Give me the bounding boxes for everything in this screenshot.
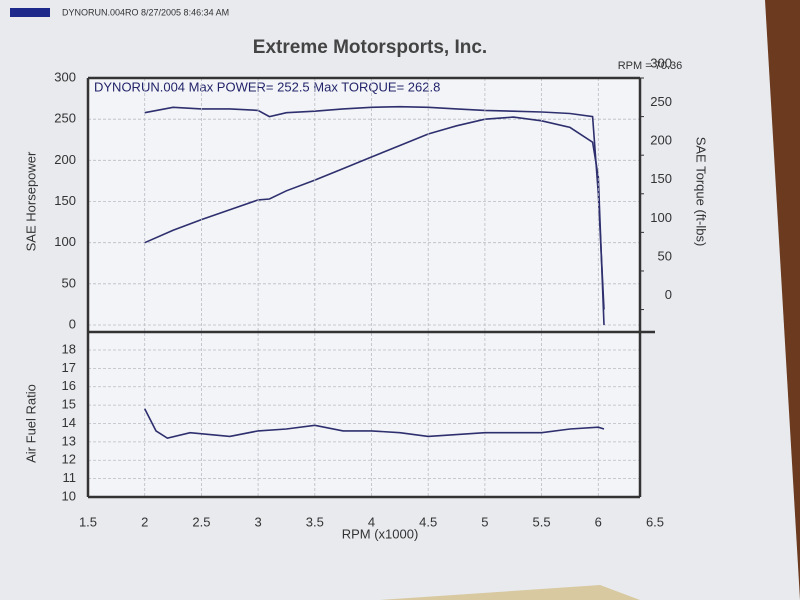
y2-tick-label: 200 [650,133,672,148]
y-tick-label: 18 [62,341,76,356]
x-tick-label: 4 [368,514,375,529]
y2-tick-label: 100 [650,210,672,225]
y-tick-label: 12 [62,452,76,467]
x-tick-label: 6 [595,514,602,529]
paper-corner [380,585,640,600]
x-tick-label: 3 [254,514,261,529]
series-line [144,116,605,326]
x-tick-label: 2.5 [192,514,210,529]
y-tick-label: 200 [54,152,76,167]
x-tick-label: 6.5 [646,514,664,529]
rpm-note: RPM = 70.36 [618,60,683,72]
y-tick-label: 150 [54,193,76,208]
y2-tick-label: 250 [650,94,672,109]
x-tick-label: 2 [141,514,148,529]
x-tick-label: 3.5 [306,514,324,529]
y-axis-label: Air Fuel Ratio [23,384,38,463]
x-tick-label: 1.5 [79,514,97,529]
run-summary: DYNORUN.004 Max POWER= 252.5 Max TORQUE=… [94,79,440,94]
y-tick-label: 0 [69,316,76,331]
color-swatch [10,8,50,17]
x-axis-label: RPM (x1000) [342,526,419,541]
y-tick-label: 50 [62,275,76,290]
y2-tick-label: 0 [665,287,672,302]
series-line [144,105,605,310]
y-tick-label: 250 [54,111,76,126]
y-tick-label: 15 [62,397,76,412]
y2-tick-label: 300 [650,55,672,70]
y-tick-label: 13 [62,433,76,448]
chart-title: Extreme Motorsports, Inc. [253,37,487,58]
y-tick-label: 17 [62,360,76,375]
y-tick-label: 100 [54,234,76,249]
y-tick-label: 14 [62,415,76,430]
plot-background [88,78,640,496]
y2-tick-label: 50 [658,248,672,263]
series-line [143,408,605,440]
x-tick-label: 5 [481,514,488,529]
y-axis-label: SAE Horsepower [23,151,38,251]
y-tick-label: 11 [63,470,77,485]
run-label: DYNORUN.004RO 8/27/2005 8:46:34 AM [62,7,229,17]
y-tick-label: 300 [54,69,76,84]
x-tick-label: 4.5 [419,514,437,529]
y-tick-label: 16 [62,378,76,393]
y2-axis-label: SAE Torque (ft-lbs) [694,137,709,247]
y2-tick-label: 150 [650,171,672,186]
x-tick-label: 5.5 [533,514,551,529]
y-tick-label: 10 [62,488,76,503]
